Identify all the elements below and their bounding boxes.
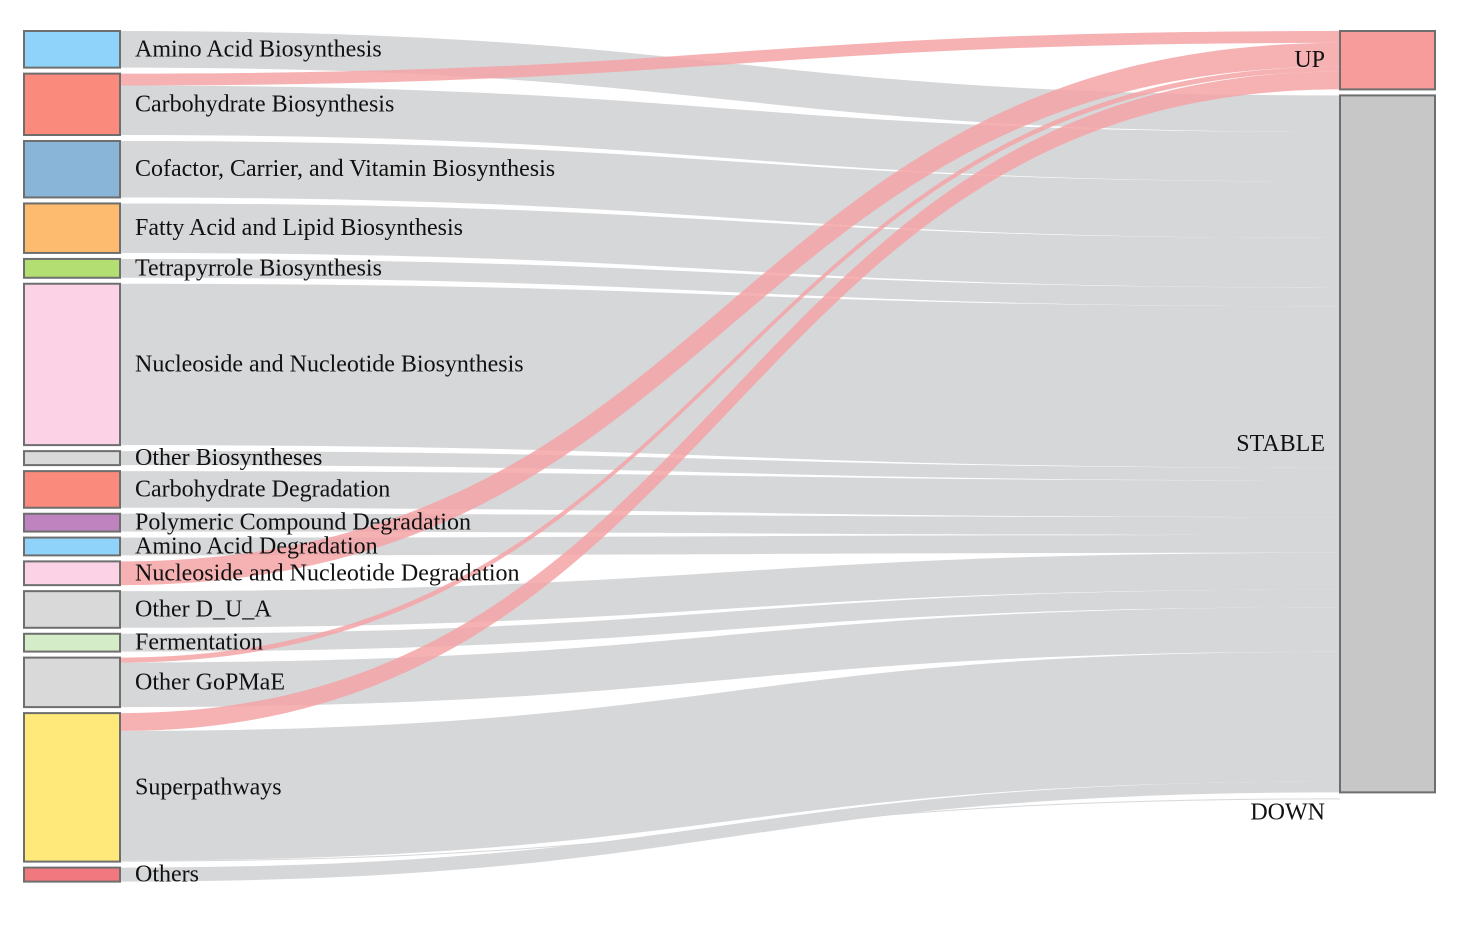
link-nucleoside-and-nucleotide-degradation-to-up: [120, 42, 1340, 586]
label-other-d-u-a: Other D_U_A: [135, 596, 272, 622]
link-nucleoside-and-nucleotide-biosynthesis-to-stable: [120, 283, 1340, 468]
label-nucleoside-and-nucleotide-biosynthesis: Nucleoside and Nucleotide Biosynthesis: [135, 351, 524, 377]
node-amino-acid-degradation: [23, 536, 121, 557]
label-other-gopmae: Other GoPMaE: [135, 669, 285, 695]
link-fermentation-to-stable: [120, 589, 1340, 652]
node-other-biosyntheses: [23, 450, 121, 467]
node-nucleoside-and-nucleotide-degradation: [23, 560, 121, 587]
sankey-nodes: [23, 30, 1436, 883]
label-carbohydrate-biosynthesis: Carbohydrate Biosynthesis: [135, 91, 394, 117]
sankey-links: [120, 31, 1340, 882]
node-carbohydrate-biosynthesis: [23, 72, 121, 137]
label-stable: STABLE: [1236, 431, 1325, 457]
link-amino-acid-degradation-to-stable: [120, 534, 1340, 556]
link-other-d-u-a-to-stable: [120, 552, 1340, 628]
node-nucleoside-and-nucleotide-biosynthesis: [23, 282, 121, 447]
node-polymeric-compound-degradation: [23, 512, 121, 533]
label-cofactor-carrier-and-vitamin-biosynthesis: Cofactor, Carrier, and Vitamin Biosynthe…: [135, 156, 555, 182]
label-amino-acid-degradation: Amino Acid Degradation: [135, 533, 378, 559]
link-other-gopmae-to-stable: [120, 607, 1340, 708]
label-carbohydrate-degradation: Carbohydrate Degradation: [135, 476, 390, 502]
label-polymeric-compound-degradation: Polymeric Compound Degradation: [135, 510, 471, 536]
label-fermentation: Fermentation: [135, 630, 263, 656]
node-carbohydrate-degradation: [23, 470, 121, 509]
link-carbohydrate-degradation-to-stable: [120, 471, 1340, 518]
link-superpathways-to-stable: [120, 651, 1340, 861]
node-fatty-acid-and-lipid-biosynthesis: [23, 202, 121, 254]
node-up: [1339, 30, 1436, 91]
label-amino-acid-biosynthesis: Amino Acid Biosynthesis: [135, 36, 382, 62]
label-up: UP: [1294, 47, 1325, 73]
link-fatty-acid-and-lipid-biosynthesis-to-stable: [120, 203, 1340, 288]
label-other-biosyntheses: Other Biosyntheses: [135, 445, 322, 471]
node-superpathways: [23, 712, 121, 863]
link-other-gopmae-to-up: [120, 66, 1340, 663]
sankey-labels: Amino Acid Biosynthesis Carbohydrate Bios…: [135, 36, 1325, 887]
node-fermentation: [23, 632, 121, 653]
node-other-gopmae: [23, 656, 121, 709]
link-tetrapyrrole-biosynthesis-to-stable: [120, 258, 1340, 307]
node-amino-acid-biosynthesis: [23, 30, 121, 69]
link-other-biosyntheses-to-stable: [120, 451, 1340, 481]
link-carbohydrate-biosynthesis-to-up: [120, 31, 1340, 86]
label-nucleoside-and-nucleotide-degradation: Nucleoside and Nucleotide Degradation: [135, 560, 520, 586]
link-others-to-stable: [120, 781, 1340, 882]
node-cofactor-carrier-and-vitamin-biosynthesis: [23, 140, 121, 199]
node-stable: [1339, 94, 1436, 794]
label-fatty-acid-and-lipid-biosynthesis: Fatty Acid and Lipid Biosynthesis: [135, 215, 463, 241]
link-superpathways-to-up: [120, 71, 1340, 731]
link-carbohydrate-biosynthesis-to-stable: [120, 85, 1340, 182]
node-tetrapyrrole-biosynthesis: [23, 257, 121, 279]
node-other-d-u-a: [23, 590, 121, 629]
link-cofactor-carrier-and-vitamin-biosynthesis-to-stable: [120, 141, 1340, 238]
label-tetrapyrrole-biosynthesis: Tetrapyrrole Biosynthesis: [135, 255, 382, 281]
label-down: DOWN: [1250, 799, 1325, 825]
label-others: Others: [135, 862, 199, 888]
node-others: [23, 866, 121, 883]
label-superpathways: Superpathways: [135, 774, 282, 800]
